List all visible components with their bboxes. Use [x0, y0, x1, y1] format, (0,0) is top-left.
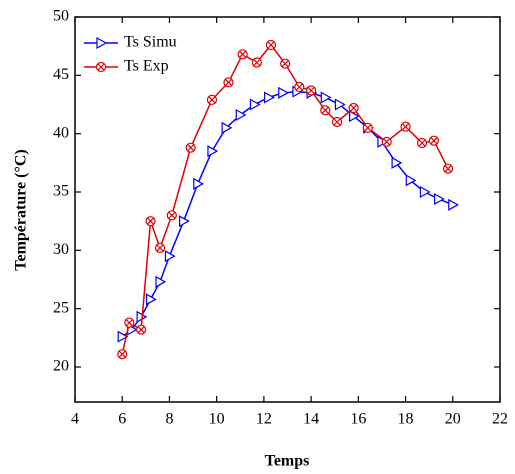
marker — [448, 198, 460, 211]
y-tick-label: 40 — [53, 124, 69, 141]
marker-cross — [253, 59, 261, 66]
marker — [145, 216, 156, 227]
x-tick-label: 18 — [398, 411, 414, 428]
x-tick-label: 12 — [256, 411, 272, 428]
x-axis-title: Temps — [265, 453, 310, 470]
marker — [391, 156, 403, 169]
plot-frame — [74, 16, 501, 403]
marker — [207, 145, 219, 158]
marker — [95, 61, 107, 73]
marker-cross — [137, 326, 145, 334]
marker — [264, 91, 275, 104]
marker-cross — [208, 96, 216, 104]
marker-cross — [418, 139, 426, 147]
marker — [221, 121, 233, 134]
marker — [145, 293, 157, 306]
marker — [206, 94, 218, 105]
marker — [136, 324, 147, 335]
marker — [117, 349, 128, 360]
marker-cross — [168, 211, 176, 219]
marker-cross — [147, 217, 154, 225]
marker-cross — [239, 50, 247, 58]
y-tick-label: 45 — [53, 66, 69, 83]
marker — [251, 57, 262, 68]
marker-cross — [97, 63, 105, 71]
y-tick-label: 25 — [53, 299, 69, 316]
marker-cross — [295, 83, 303, 91]
marker — [164, 250, 176, 263]
marker — [166, 210, 177, 221]
marker — [265, 39, 277, 51]
marker-cross — [118, 350, 126, 358]
marker-cross — [321, 106, 329, 114]
y-tick-label: 35 — [53, 183, 69, 200]
y-tick-label: 50 — [53, 8, 69, 25]
marker — [117, 330, 129, 343]
marker-cross — [430, 137, 438, 145]
x-tick-label: 14 — [303, 411, 319, 428]
marker — [405, 174, 417, 187]
marker — [155, 275, 167, 288]
marker-cross — [402, 123, 409, 131]
marker — [193, 177, 205, 190]
x-tick-label: 4 — [71, 411, 79, 428]
marker-cross — [281, 60, 289, 68]
x-tick-label: 10 — [209, 411, 225, 428]
marker — [434, 192, 445, 206]
marker-cross — [187, 144, 195, 152]
marker — [179, 215, 190, 228]
x-tick-label: 16 — [350, 411, 366, 428]
marker-cross — [333, 118, 341, 126]
marker-cross — [383, 138, 391, 146]
marker — [400, 121, 411, 132]
marker — [442, 163, 454, 174]
marker — [419, 185, 431, 199]
marker — [362, 122, 373, 133]
marker — [96, 36, 108, 50]
marker — [249, 98, 261, 111]
y-tick-label: 20 — [53, 358, 69, 375]
legend-label: Ts Simu — [124, 34, 177, 51]
x-tick-label: 6 — [118, 411, 126, 428]
marker — [278, 86, 290, 99]
marker — [334, 98, 346, 111]
marker-cross — [444, 165, 452, 173]
x-tick-label: 8 — [165, 411, 173, 428]
marker — [306, 85, 317, 96]
x-tick-label: 20 — [445, 411, 461, 428]
y-tick-label: 30 — [53, 241, 69, 258]
marker-cross — [350, 104, 358, 112]
marker — [237, 49, 248, 60]
x-tick-label: 22 — [492, 411, 508, 428]
marker — [349, 110, 360, 123]
marker — [185, 142, 196, 153]
marker-cross — [156, 244, 164, 252]
marker — [416, 137, 428, 149]
marker — [320, 91, 332, 104]
marker-cross — [267, 41, 275, 49]
marker-cross — [364, 124, 372, 132]
legend-label: Ts Exp — [124, 58, 169, 75]
marker — [124, 317, 135, 328]
marker — [320, 105, 331, 116]
marker-cross — [225, 78, 232, 86]
marker — [294, 81, 305, 93]
marker-cross — [307, 87, 315, 94]
marker-cross — [125, 319, 133, 327]
marker — [428, 135, 439, 146]
marker — [348, 102, 359, 114]
marker — [381, 136, 392, 147]
y-axis-title: Température (°C) — [13, 149, 30, 270]
marker — [154, 242, 166, 254]
marker — [280, 58, 291, 69]
marker — [223, 77, 234, 88]
marker — [331, 116, 343, 128]
marker — [235, 108, 247, 122]
